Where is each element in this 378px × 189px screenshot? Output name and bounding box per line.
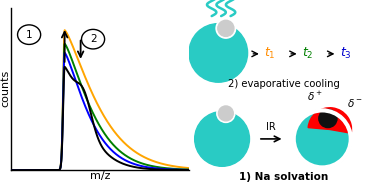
Text: $t_2$: $t_2$ (302, 46, 313, 61)
Circle shape (217, 104, 235, 122)
Circle shape (294, 111, 351, 167)
Y-axis label: counts: counts (0, 70, 10, 108)
Circle shape (189, 24, 248, 82)
Text: $t_3$: $t_3$ (340, 46, 352, 61)
Circle shape (218, 106, 233, 121)
Circle shape (216, 19, 236, 38)
Wedge shape (308, 108, 352, 133)
Text: 2: 2 (90, 34, 96, 44)
Text: IR: IR (266, 122, 276, 132)
Circle shape (195, 112, 249, 166)
Text: 1: 1 (26, 30, 33, 40)
Circle shape (218, 20, 234, 36)
Text: 1) Na solvation: 1) Na solvation (239, 172, 328, 182)
X-axis label: m/z: m/z (90, 171, 110, 181)
Text: 2) evaporative cooling: 2) evaporative cooling (228, 79, 339, 89)
Text: $\delta^-$: $\delta^-$ (347, 97, 363, 109)
Circle shape (319, 109, 337, 128)
Text: $\delta^+$: $\delta^+$ (307, 90, 323, 103)
Text: $t_1$: $t_1$ (264, 46, 276, 61)
